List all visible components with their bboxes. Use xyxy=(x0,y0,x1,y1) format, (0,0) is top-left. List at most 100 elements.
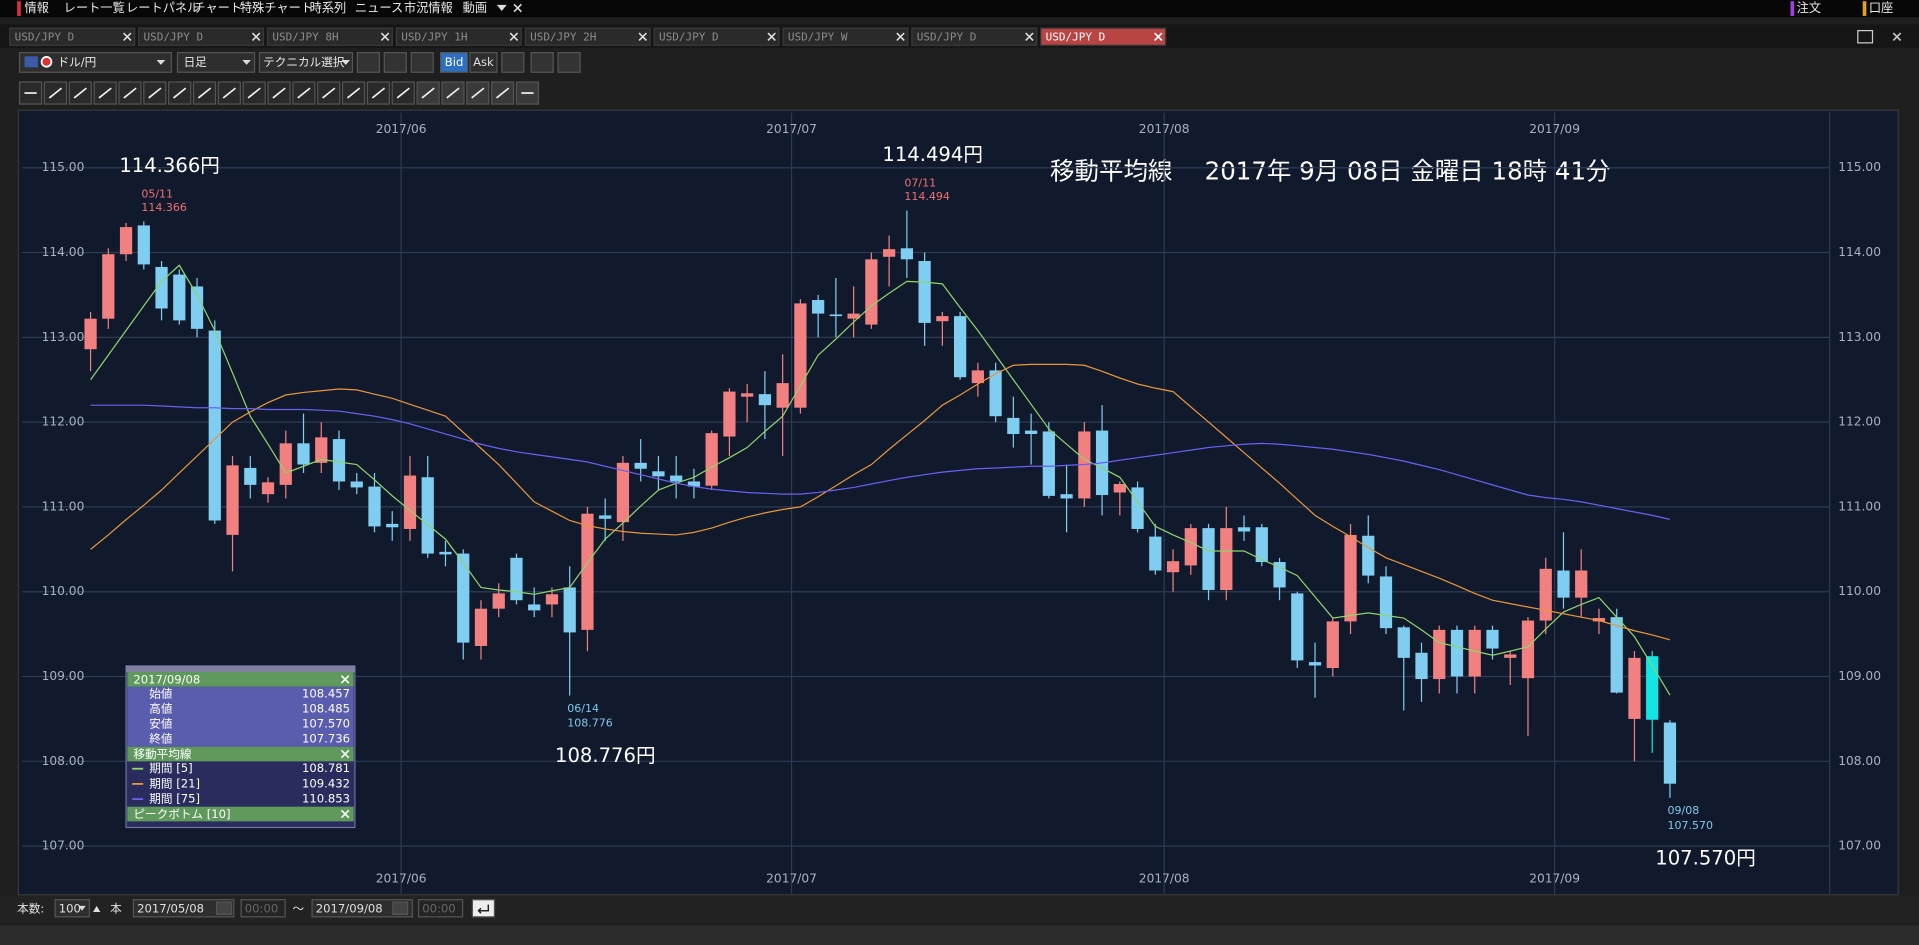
close-icon[interactable] xyxy=(123,32,132,41)
from-time-input[interactable] xyxy=(240,899,286,918)
close-icon[interactable] xyxy=(340,809,350,819)
menu-item[interactable]: レートパネル xyxy=(126,1,199,15)
close-icon[interactable] xyxy=(509,32,519,41)
tab-label[interactable]: USD/JPY 2H xyxy=(530,30,596,43)
to-time[interactable]: 00:00 xyxy=(422,901,455,915)
tab[interactable] xyxy=(9,27,136,46)
close-icon[interactable] xyxy=(340,749,350,759)
menu-item[interactable]: 動画 xyxy=(463,1,487,15)
tab-label[interactable]: USD/JPY W xyxy=(788,30,848,43)
pair-select[interactable] xyxy=(18,52,172,73)
panel-header xyxy=(127,806,354,822)
x-tick-label-top: 2017/09 xyxy=(1529,122,1580,136)
menu-right-item[interactable]: 口座 xyxy=(1869,1,1893,15)
close-icon[interactable] xyxy=(251,32,261,41)
tab-label[interactable]: USD/JPY 8H xyxy=(272,30,338,43)
candle-body xyxy=(1291,593,1304,661)
x-tick-label: 2017/06 xyxy=(376,871,427,885)
menu-item[interactable]: レート一覧 xyxy=(64,1,125,15)
tool-button[interactable] xyxy=(356,52,381,73)
tab-label[interactable]: USD/JPY D xyxy=(144,30,204,43)
annotation-date: 05/11 xyxy=(141,188,173,201)
bid-label[interactable]: Bid xyxy=(445,55,464,69)
tab[interactable] xyxy=(1040,27,1167,46)
draw-tool-glyph xyxy=(197,87,212,99)
candle-body xyxy=(1539,568,1552,621)
menu-item[interactable]: ニュース xyxy=(355,1,403,15)
to-date[interactable]: 2017/09/08 xyxy=(316,901,383,915)
tool-button[interactable] xyxy=(557,52,581,73)
tab-label[interactable]: USD/JPY D xyxy=(1046,30,1106,43)
menu-item[interactable]: 情報 xyxy=(24,1,48,15)
draw-tool-glyph xyxy=(98,87,112,99)
candle-body xyxy=(1628,657,1641,719)
candle-body xyxy=(208,330,221,521)
ask-button[interactable] xyxy=(469,52,498,73)
close-icon[interactable] xyxy=(513,3,522,13)
candle-body xyxy=(563,587,576,633)
tool-button[interactable] xyxy=(383,52,407,73)
menu-right-item[interactable]: 注文 xyxy=(1797,1,1821,15)
to-date-input[interactable] xyxy=(311,899,414,918)
tab-label[interactable]: USD/JPY D xyxy=(917,30,977,43)
chart-title: 移動平均線 2017年 9月 08日 金曜日 18時 41分 xyxy=(1050,157,1610,186)
candle-body xyxy=(1397,627,1410,658)
close-icon[interactable] xyxy=(896,32,905,41)
tab[interactable] xyxy=(138,27,265,46)
count-arrow xyxy=(78,905,86,911)
ask-label[interactable]: Ask xyxy=(473,55,494,69)
apply-button[interactable] xyxy=(471,899,496,918)
tab[interactable] xyxy=(911,27,1038,46)
menu-item[interactable]: チャート xyxy=(193,1,242,15)
tab[interactable] xyxy=(395,27,522,46)
close-icon[interactable] xyxy=(380,32,390,41)
tool-button[interactable] xyxy=(410,52,434,73)
candle-body xyxy=(1344,534,1357,622)
candle-body xyxy=(439,551,452,555)
calendar-button[interactable] xyxy=(216,901,232,916)
menu-marker xyxy=(1790,1,1795,16)
technical-select[interactable] xyxy=(258,52,354,73)
close-icon[interactable] xyxy=(638,32,648,41)
tab[interactable] xyxy=(266,27,393,46)
count-select[interactable] xyxy=(54,899,90,918)
menu-item[interactable]: 特殊チャート xyxy=(240,0,313,15)
tab[interactable] xyxy=(524,27,651,46)
menu-item[interactable]: 市況情報 xyxy=(404,0,453,15)
menu-item[interactable]: 時系列 xyxy=(310,1,347,15)
from-time[interactable]: 00:00 xyxy=(245,901,278,915)
candle-body xyxy=(190,286,204,329)
close-icon[interactable] xyxy=(1892,32,1902,41)
draw-tool-glyph xyxy=(73,87,87,99)
tool-button[interactable] xyxy=(501,52,525,73)
count-value[interactable]: 100 xyxy=(59,901,81,915)
period-select[interactable] xyxy=(176,52,256,73)
candle-body xyxy=(1646,656,1659,720)
draw-tool-glyph xyxy=(272,87,286,99)
tab[interactable] xyxy=(782,27,909,46)
tab-label[interactable]: USD/JPY D xyxy=(659,30,719,43)
to-time-input[interactable] xyxy=(417,899,464,918)
candle-body xyxy=(545,594,559,605)
menu-dropdown[interactable] xyxy=(496,4,507,12)
close-icon[interactable] xyxy=(1025,32,1034,41)
window-button[interactable] xyxy=(1857,29,1874,44)
from-date-input[interactable] xyxy=(132,899,235,918)
count-up[interactable] xyxy=(93,905,101,912)
bottom-bar xyxy=(0,896,1919,923)
tool-button[interactable] xyxy=(530,52,554,73)
tab[interactable] xyxy=(653,27,780,46)
candle-body xyxy=(616,462,630,523)
calendar-button[interactable] xyxy=(392,901,409,916)
close-icon[interactable] xyxy=(1154,32,1163,41)
close-icon[interactable] xyxy=(767,32,776,41)
menu-marker xyxy=(1862,1,1867,16)
tab-label[interactable]: USD/JPY D xyxy=(15,30,75,43)
annotation-label: 114.366円 xyxy=(119,154,220,177)
candle-body xyxy=(173,274,186,321)
bid-button[interactable] xyxy=(439,52,469,73)
close-icon[interactable] xyxy=(340,675,350,684)
candle-body xyxy=(687,481,701,487)
from-date[interactable]: 2017/05/08 xyxy=(137,901,204,915)
tab-label[interactable]: USD/JPY 1H xyxy=(401,30,467,43)
